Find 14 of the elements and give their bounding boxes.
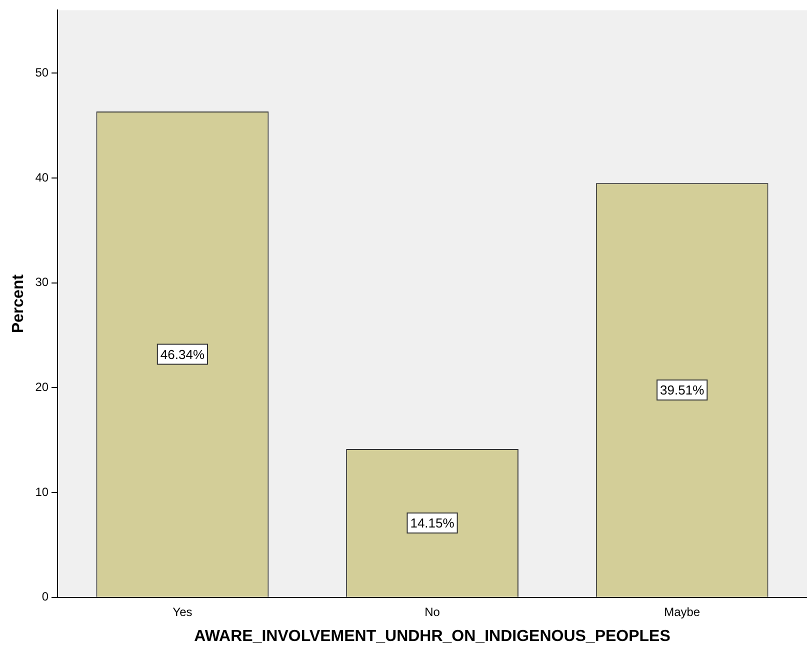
y-tick-label: 40 <box>35 170 49 184</box>
data-label: 39.51% <box>660 382 705 398</box>
y-tick-label: 10 <box>35 484 49 499</box>
x-tick-label: Maybe <box>664 604 700 619</box>
x-tick-label: No <box>424 604 440 619</box>
y-tick-label: 50 <box>35 65 49 80</box>
y-tick-label: 20 <box>35 380 49 394</box>
data-label: 14.15% <box>410 516 455 531</box>
data-label: 46.34% <box>160 346 205 362</box>
y-tick-label: 30 <box>35 275 49 290</box>
x-tick-label: Yes <box>172 604 192 619</box>
y-tick-label: 0 <box>42 590 49 604</box>
y-axis-title: Percent <box>10 274 28 334</box>
x-axis-title: AWARE_INVOLVEMENT_UNDHR_ON_INDIGENOUS_PEOPLES <box>194 628 671 645</box>
